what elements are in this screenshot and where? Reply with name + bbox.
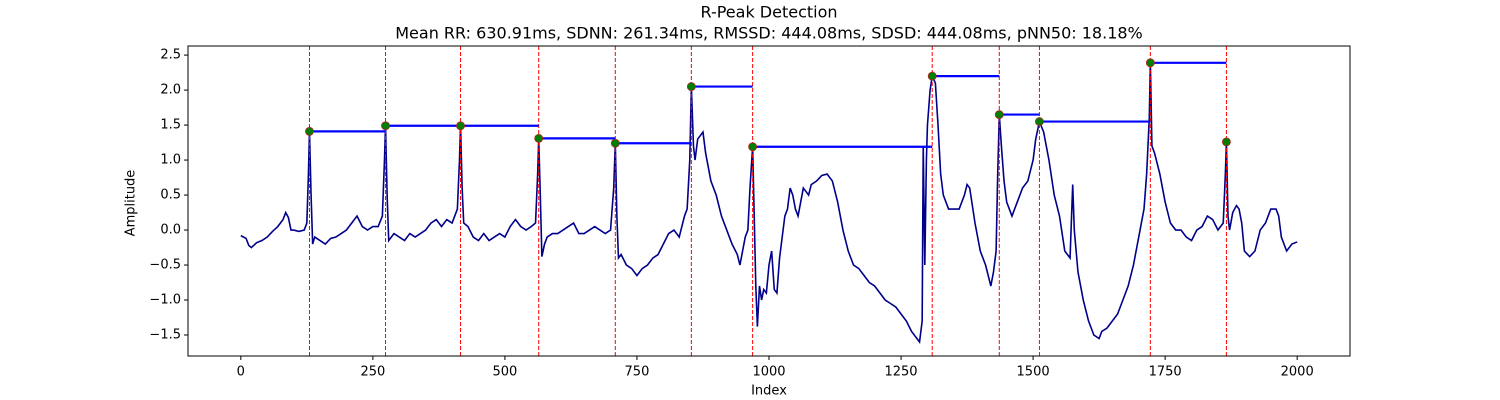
y-tick-label: 2.5 [160,48,181,63]
x-tick-label: 1750 [1149,365,1182,380]
r-peak [994,110,1004,119]
y-tick-label: 2.0 [160,83,181,98]
r-peak [610,138,620,148]
y-tick-label: 1.5 [160,118,181,133]
x-tick-label: 1000 [752,365,785,380]
x-tick-label: 2000 [1281,365,1314,380]
r-peak [305,126,314,136]
y-tick-label: −0.5 [149,258,181,273]
r-peak [1035,117,1044,126]
x-tick-label: 1500 [1017,365,1050,380]
x-tick-label: 250 [360,365,385,380]
x-tick-label: 0 [237,365,245,380]
x-tick-label: 750 [625,365,650,380]
r-peak [381,121,390,131]
signal-line [240,62,1298,345]
x-tick-label: 1250 [884,365,917,380]
x-tick-label: 500 [492,365,517,380]
chart-title: R-Peak Detection [700,3,837,22]
y-tick-label: −1.5 [149,328,181,343]
r-peak [456,121,465,131]
y-tick-label: 0.5 [160,188,181,203]
x-axis-label: Index [751,384,787,399]
r-peak [748,142,758,152]
plot-frame [187,45,1351,357]
y-tick-label: −1.0 [149,293,181,308]
r-peak [1145,58,1155,68]
y-tick-label: 0.0 [160,223,181,238]
y-tick-label: 1.0 [160,153,181,168]
chart-subtitle: Mean RR: 630.91ms, SDNN: 261.34ms, RMSSD… [395,24,1143,43]
r-peak [1222,137,1231,147]
r-peak [927,71,937,81]
y-axis-label: Amplitude [124,170,139,237]
r-peak [534,133,544,143]
r-peak [686,82,696,91]
